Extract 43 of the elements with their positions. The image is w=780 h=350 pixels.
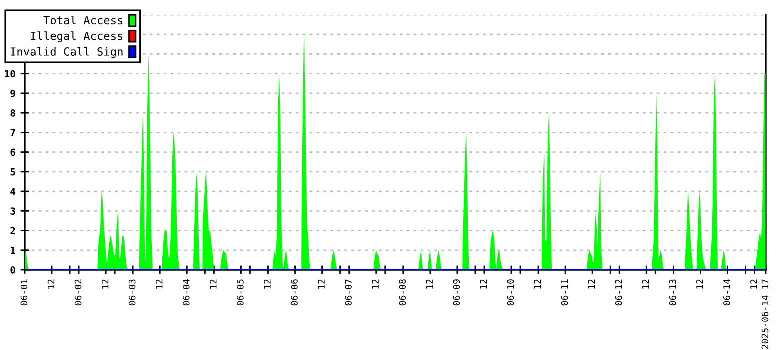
x-tick-label: 06-01	[20, 280, 28, 306]
x-tick-label: 06-08	[399, 280, 406, 306]
legend-label: Total Access	[44, 16, 123, 25]
x-tick-label: 12	[156, 280, 163, 289]
x-tick-label: 12	[750, 280, 758, 289]
y-tick-label: 7	[10, 129, 16, 136]
x-tick-label: 12	[48, 280, 55, 289]
legend-label: Invalid Call Sign	[11, 47, 123, 58]
y-tick-label: 0	[10, 266, 16, 274]
x-tick-label: 12	[696, 280, 704, 289]
x-tick-label: 12	[210, 280, 217, 289]
y-tick-label: 6	[10, 148, 16, 156]
x-tick-label: 06-06	[291, 280, 298, 306]
x-tick-label: 12	[318, 280, 325, 289]
x-tick-label: 06-10	[507, 280, 514, 306]
x-tick-label: 06-12	[615, 280, 622, 306]
x-tick-label: 06-02	[74, 280, 82, 306]
x-tick-label: 12	[642, 280, 650, 289]
y-tick-label: 8	[10, 110, 16, 117]
x-tick-label: 06-09	[453, 280, 460, 306]
x-tick-label: 06-07	[345, 280, 352, 306]
x-tick-label: 06-05	[237, 280, 244, 306]
x-tick-label: 12	[534, 280, 542, 289]
y-tick-label: 4	[10, 188, 16, 196]
x-tick-label: 12	[426, 280, 433, 289]
x-tick-label: 2025-06-14 17	[762, 280, 769, 350]
y-tick-label: 10	[5, 70, 16, 78]
y-tick-label: 1	[11, 246, 16, 254]
x-tick-label: 06-03	[128, 280, 136, 306]
x-tick-label: 12	[372, 280, 379, 289]
x-tick-label: 06-11	[561, 280, 568, 306]
y-tick-label: 2	[10, 227, 16, 234]
x-tick-label: 12	[102, 280, 109, 289]
legend-label: Illegal Access	[31, 32, 123, 42]
y-tick-label: 5	[10, 168, 16, 176]
x-tick-label: 06-13	[669, 280, 676, 306]
x-tick-label: 12	[480, 280, 487, 289]
x-tick-label: 12	[588, 280, 596, 289]
y-tick-label: 9	[10, 90, 16, 98]
x-tick-label: 06-04	[182, 279, 190, 306]
y-tick-label: 3	[10, 208, 16, 215]
x-tick-label: 06-14	[724, 279, 730, 306]
x-tick-label: 12	[264, 280, 271, 289]
